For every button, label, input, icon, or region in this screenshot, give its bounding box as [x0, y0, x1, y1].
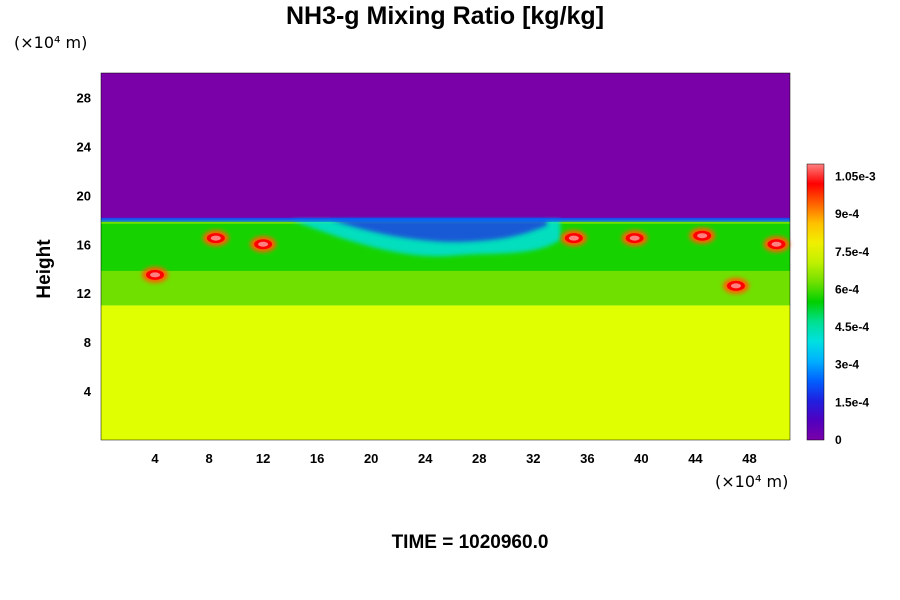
hotspot-peak: [150, 272, 161, 278]
y-tick-label: 20: [77, 188, 91, 203]
hotspot: [250, 236, 277, 253]
x-tick-label: 40: [634, 451, 648, 466]
x-tick-label: 8: [205, 451, 212, 466]
x-axis-ticks: 4 8 12 16 20 24 28 32 36 40 44 48: [151, 451, 756, 466]
colorbar-tick-label: 6e-4: [835, 282, 859, 296]
colorbar-tick-label: 9e-4: [835, 207, 859, 221]
x-tick-label: 16: [310, 451, 324, 466]
x-tick-label: 32: [526, 451, 540, 466]
colorbar-tick-label: 4.5e-4: [835, 320, 869, 334]
hotspot: [689, 227, 716, 244]
hotspot: [142, 266, 169, 283]
lower-layer: [101, 305, 790, 440]
y-axis-ticks: 4 8 12 16 20 24 28: [77, 90, 92, 399]
mixing-band: [101, 217, 790, 306]
y-axis-unit: (×10⁴ m): [14, 33, 88, 52]
colorbar-tick-label: 0: [835, 433, 842, 447]
y-tick-label: 4: [84, 384, 92, 399]
y-tick-label: 12: [77, 286, 91, 301]
x-tick-label: 36: [580, 451, 594, 466]
hotspot: [202, 230, 229, 247]
hotspot-peak: [258, 241, 269, 247]
hotspot: [621, 230, 648, 247]
time-label: TIME = 1020960.0: [391, 532, 549, 553]
colorbar-tick-label: 7.5e-4: [835, 245, 869, 259]
hotspot-peak: [629, 235, 640, 241]
hotspot-peak: [730, 283, 741, 289]
hotspot: [763, 236, 790, 253]
x-tick-label: 48: [742, 451, 756, 466]
x-tick-label: 24: [418, 451, 433, 466]
x-tick-label: 20: [364, 451, 378, 466]
mixing-band-blue: [330, 219, 547, 243]
y-tick-label: 28: [77, 90, 91, 105]
y-tick-label: 16: [77, 237, 91, 252]
x-axis-unit: (×10⁴ m): [715, 472, 789, 491]
hotspot-peak: [210, 235, 221, 241]
colorbar-tick-label: 1.05e-3: [835, 170, 876, 184]
colorbar-gradient: [806, 163, 825, 441]
upper-layer: [101, 73, 790, 220]
x-tick-label: 28: [472, 451, 486, 466]
colorbar-tick-label: 1.5e-4: [835, 395, 869, 409]
plot-frame: [100, 72, 791, 441]
plot-area: [100, 72, 791, 441]
y-tick-label: 24: [77, 139, 92, 154]
chart-title: NH3-g Mixing Ratio [kg/kg]: [285, 2, 605, 30]
hotspot-peak: [771, 241, 782, 247]
colorbar: 0 1.5e-4 3e-4 4.5e-4 6e-4 7.5e-4 9e-4 1.05e-3: [806, 163, 876, 447]
hotspot-peak: [568, 235, 579, 241]
x-tick-label: 4: [151, 451, 159, 466]
x-tick-label: 44: [688, 451, 703, 466]
hotspot: [722, 277, 749, 294]
hotspot: [560, 230, 587, 247]
colorbar-tick-label: 3e-4: [835, 358, 859, 372]
mixing-band-interface: [101, 217, 790, 222]
x-tick-label: 12: [256, 451, 270, 466]
y-tick-label: 8: [84, 335, 91, 350]
hotspot-peak: [697, 233, 708, 239]
